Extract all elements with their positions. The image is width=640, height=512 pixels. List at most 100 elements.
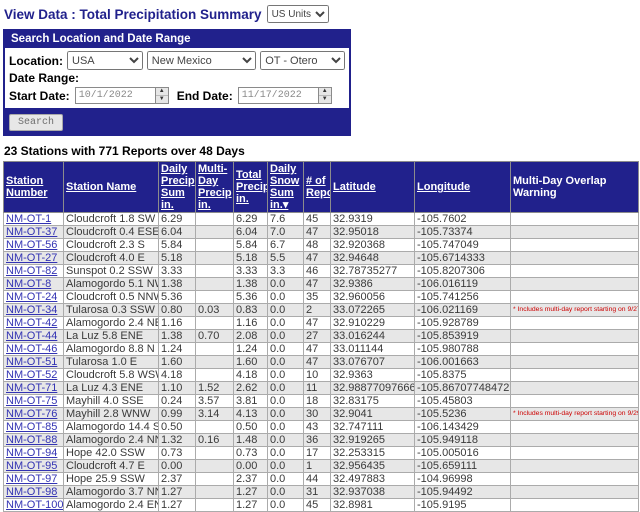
table-row: NM-OT-24 Cloudcroft 0.5 NNW 5.36 5.36 0.0 35 3… [3,290,639,304]
station-link[interactable]: NM-OT-100 [6,499,64,511]
num-reports-cell: 47 [303,225,331,239]
station-link[interactable]: NM-OT-27 [6,252,58,264]
column-header-of-reports[interactable]: # of Reports [303,161,331,213]
column-header-daily-precip-sum-in[interactable]: Daily Precip Sum in. [158,161,196,213]
search-button[interactable]: Search [9,114,64,131]
start-date-spinner[interactable]: ▲ ▼ [154,87,169,104]
longitude-cell: -106.021169 [414,303,511,317]
country-select[interactable]: USA [67,51,143,70]
latitude-cell: 32.78735277 [330,264,415,278]
warning-cell [510,355,639,369]
station-link[interactable]: NM-OT-71 [6,382,58,394]
spinner-down-icon[interactable]: ▼ [158,96,165,102]
column-header-station-number[interactable]: Station Number [3,161,64,213]
column-header-multi-day-precip-in[interactable]: Multi-Day Precip in. [195,161,234,213]
column-header-longitude[interactable]: Longitude [414,161,511,213]
end-date-spinner[interactable]: ▲ ▼ [317,87,332,104]
station-link[interactable]: NM-OT-82 [6,265,58,277]
warning-cell [510,472,639,486]
column-sort-link[interactable]: # of Reports [306,175,330,199]
longitude-cell: -105.45803 [414,394,511,408]
name-cell: Cloudcroft 4.7 E [63,459,159,473]
end-date-input[interactable] [237,87,318,104]
column-sort-link[interactable]: Station Name [66,181,137,193]
station-link[interactable]: NM-OT-24 [6,291,58,303]
latitude-cell: 32.83175 [330,394,415,408]
warning-cell: * Includes multi-day report starting on … [510,407,639,421]
column-sort-link[interactable]: Multi-Day Precip in. [198,163,232,211]
station-link[interactable]: NM-OT-94 [6,447,58,459]
table-row: NM-OT-82 Sunspot 0.2 SSW 3.33 3.33 3.3 46 32.7… [3,264,639,278]
station-link[interactable]: NM-OT-88 [6,434,58,446]
latitude-cell: 32.95018 [330,225,415,239]
station-link[interactable]: NM-OT-34 [6,304,58,316]
search-panel-title: Search Location and Date Range [5,31,349,48]
spinner-up-icon[interactable]: ▲ [155,88,168,96]
station-link[interactable]: NM-OT-8 [6,278,52,290]
station-link[interactable]: NM-OT-46 [6,343,58,355]
column-sort-link[interactable]: Total Precip in. [236,169,268,205]
column-header-latitude[interactable]: Latitude [330,161,415,213]
table-row: NM-OT-51 Tularosa 1.0 E 1.60 1.60 0.0 47 33.07… [3,355,639,369]
station-link[interactable]: NM-OT-75 [6,395,58,407]
warning-cell [510,329,639,343]
column-header-total-precip-in[interactable]: Total Precip in. [233,161,268,213]
station-cell: NM-OT-82 [3,264,64,278]
total-precip-cell: 1.38 [233,277,268,291]
station-link[interactable]: NM-OT-98 [6,486,58,498]
spinner-up-icon[interactable]: ▲ [318,88,331,96]
daily-precip-sum-cell: 1.38 [158,329,196,343]
column-sort-link[interactable]: Station Number [6,175,48,199]
spinner-down-icon[interactable]: ▼ [321,96,328,102]
column-header-daily-snow-sum-in[interactable]: Daily Snow Sum in.▾ [267,161,304,213]
station-link[interactable]: NM-OT-56 [6,239,58,251]
station-link[interactable]: NM-OT-51 [6,356,58,368]
multi-day-precip-cell [195,485,234,499]
daily-snow-sum-cell: 0.0 [267,290,304,304]
table-row: NM-OT-71 La Luz 4.3 ENE 1.10 1.52 2.62 0.0 11 3… [3,381,639,395]
multi-day-precip-cell [195,472,234,486]
total-precip-cell: 2.08 [233,329,268,343]
longitude-cell: -106.016119 [414,277,511,291]
state-select[interactable]: New Mexico [146,51,257,70]
table-row: NM-OT-75 Mayhill 4.0 SSE 0.24 3.57 3.81 0.0 18… [3,394,639,408]
end-date-label: End Date: [176,88,233,103]
daily-precip-sum-cell: 1.16 [158,316,196,330]
station-link[interactable]: NM-OT-37 [6,226,58,238]
title-row: View Data : Total Precipitation Summary … [4,5,638,23]
station-link[interactable]: NM-OT-1 [6,213,52,225]
column-sort-link[interactable]: Longitude [417,181,471,193]
station-link[interactable]: NM-OT-52 [6,369,58,381]
total-precip-cell: 3.33 [233,264,268,278]
total-precip-cell: 1.27 [233,498,268,512]
column-sort-link[interactable]: Daily Precip Sum in. [161,163,195,211]
latitude-cell: 32.94648 [330,251,415,265]
station-link[interactable]: NM-OT-95 [6,460,58,472]
name-cell: La Luz 5.8 ENE [63,329,159,343]
num-reports-cell: 31 [303,485,331,499]
start-date-input[interactable] [74,87,155,104]
county-select[interactable]: OT - Otero [260,51,345,70]
daily-snow-sum-cell: 0.0 [267,303,304,317]
station-link[interactable]: NM-OT-44 [6,330,58,342]
column-header-station-name[interactable]: Station Name [63,161,159,213]
page: View Data : Total Precipitation Summary … [3,5,639,512]
station-table: Station Number Station Name Daily Precip S… [3,161,639,512]
longitude-cell: -105.7602 [414,212,511,226]
station-link[interactable]: NM-OT-76 [6,408,58,420]
num-reports-cell: 2 [303,303,331,317]
num-reports-cell: 48 [303,238,331,252]
column-sort-link[interactable]: Daily Snow Sum in.▾ [270,163,300,211]
longitude-cell: -106.143429 [414,420,511,434]
latitude-cell: 32.253315 [330,446,415,460]
total-precip-cell: 3.81 [233,394,268,408]
station-link[interactable]: NM-OT-85 [6,421,58,433]
total-precip-cell: 5.36 [233,290,268,304]
station-link[interactable]: NM-OT-97 [6,473,58,485]
station-cell: NM-OT-46 [3,342,64,356]
column-sort-link[interactable]: Latitude [333,181,376,193]
units-select[interactable]: US Units [266,5,329,23]
station-link[interactable]: NM-OT-42 [6,317,58,329]
